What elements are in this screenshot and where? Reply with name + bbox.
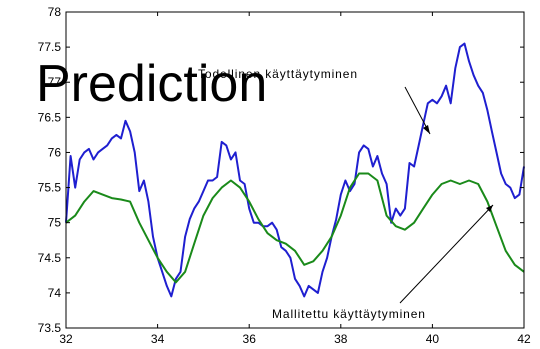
x-tick-label: 42 [517,332,531,346]
plot-frame [65,11,525,329]
y-tick-label: 76.5 [38,110,62,124]
annotation-label-model: Mallitettu käyttäytyminen [272,307,426,321]
x-tick-label: 40 [426,332,440,346]
series-layer [65,42,525,298]
y-tick-label: 75 [48,216,62,230]
prediction-watermark: Prediction [36,55,268,113]
y-tick-label: 75.5 [38,181,62,195]
y-tick-label: 77 [48,75,62,89]
y-tick-label: 74 [48,286,62,300]
y-tick-label: 73.5 [38,321,62,335]
series-line-model [65,172,525,284]
x-tick-label: 32 [59,332,73,346]
x-tick-label: 36 [243,332,257,346]
x-tick-label: 38 [334,332,348,346]
annotation-arrowhead-actual [423,125,430,134]
y-tick-label: 77.5 [38,40,62,54]
annotation-arrow-model [399,204,494,304]
x-tick-label: 34 [151,332,165,346]
annotation-layer: Todellinen käyttäytyminen Mallitettu käy… [198,67,494,321]
tick-layer: 32 34 36 38 40 42 73.5 74 74.5 75 75.5 76 76.5 77 77.5… [38,5,531,346]
annotation-arrowhead-model [486,205,493,212]
annotation-arrow-actual [404,86,431,135]
annotation-label-actual: Todellinen käyttäytyminen [198,67,358,81]
series-line-actual [65,42,525,298]
y-tick-label: 74.5 [38,251,62,265]
y-tick-label: 78 [48,5,62,19]
y-tick-label: 76 [48,145,62,159]
